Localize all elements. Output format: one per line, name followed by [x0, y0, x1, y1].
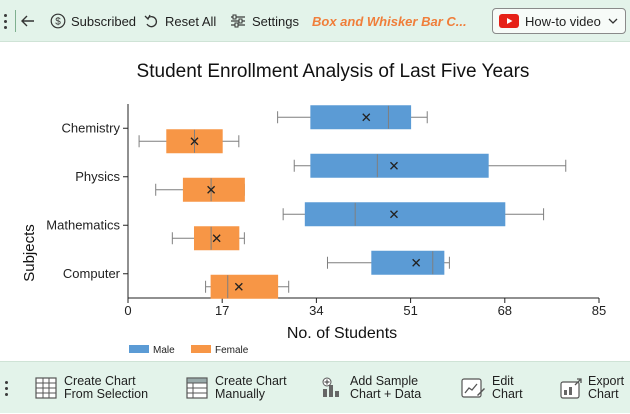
mean-marker [190, 137, 199, 146]
y-category-label: Chemistry [61, 120, 120, 135]
create-manually-line1: Create Chart [215, 374, 287, 388]
reset-all-button[interactable]: Reset All [143, 0, 216, 42]
top-toolbar: $ Subscribed Reset All Settings Box and … [0, 0, 630, 42]
create-selection-line1: Create Chart [64, 374, 136, 388]
settings-button[interactable]: Settings [229, 0, 299, 42]
bottom-grip-icon[interactable] [3, 362, 8, 414]
x-axis-title: No. of Students [287, 325, 397, 342]
x-tick-label: 17 [215, 303, 229, 318]
mean-marker [234, 282, 243, 291]
edit-line2: Chart [492, 387, 523, 401]
export-line2: Chart [588, 387, 619, 401]
x-tick-label: 34 [309, 303, 323, 318]
mean-marker [207, 185, 216, 194]
y-category-label: Mathematics [46, 217, 120, 232]
x-tick-label: 51 [403, 303, 417, 318]
box-male [304, 202, 506, 227]
back-arrow-icon [21, 15, 34, 27]
legend-label-female: Female [215, 345, 249, 356]
add-sample-chart-button[interactable]: Add Sample Chart + Data [320, 362, 421, 414]
legend-swatch-male [129, 345, 149, 353]
y-axis-title: Subjects [21, 224, 38, 282]
settings-label: Settings [252, 13, 299, 29]
chart-title: Student Enrollment Analysis of Last Five… [137, 61, 530, 82]
x-tick-label: 85 [592, 303, 606, 318]
mean-marker [362, 113, 371, 122]
create-selection-line2: From Selection [64, 387, 149, 401]
how-to-video-label: How-to video [525, 13, 601, 29]
subscribed-button[interactable]: $ Subscribed [50, 0, 136, 42]
chart-legend: Male Female [129, 345, 249, 356]
chevron-down-icon [608, 18, 618, 24]
table-grid-icon [35, 377, 57, 399]
sliders-icon [231, 14, 245, 28]
create-chart-from-selection-button[interactable]: Create Chart From Selection [34, 362, 148, 414]
x-tick-label: 0 [124, 303, 131, 318]
reset-all-label: Reset All [165, 13, 217, 29]
how-to-video-dropdown[interactable]: How-to video [492, 8, 626, 34]
mean-marker [390, 210, 398, 219]
box-whisker-chart: Student Enrollment Analysis of Last Five… [21, 61, 606, 356]
chart-type-title: Box and Whisker Bar C... [312, 0, 467, 42]
bottom-toolbar: Create Chart From Selection Create Chart… [0, 361, 630, 413]
undo-icon [144, 14, 157, 28]
box-female [182, 177, 245, 202]
chart-plus-icon [322, 377, 339, 397]
export-line1: Export [588, 374, 625, 388]
subscribed-label: Subscribed [71, 13, 137, 29]
edit-chart-icon [461, 378, 485, 398]
create-chart-manually-button[interactable]: Create Chart Manually [185, 362, 287, 414]
back-button[interactable] [20, 0, 36, 42]
y-category-label: Physics [75, 169, 120, 184]
plot-area: 0 17 34 51 68 85 Chemistry Physics Mathematics Co… [46, 104, 606, 318]
x-tick-label: 68 [498, 303, 512, 318]
table-list-icon [186, 377, 208, 399]
box-male [310, 105, 412, 130]
mean-marker [412, 258, 421, 267]
toolbar-grip-icon[interactable] [2, 0, 10, 42]
export-chart-icon [560, 378, 582, 399]
box-female [210, 274, 279, 299]
legend-label-male: Male [153, 345, 175, 356]
dollar-circle-icon: $ [50, 13, 66, 29]
box-male [371, 250, 445, 275]
box-male [310, 153, 489, 178]
youtube-icon [499, 14, 519, 28]
toolbar-divider [15, 10, 16, 32]
create-manually-line2: Manually [215, 387, 266, 401]
mean-marker [390, 161, 398, 170]
mean-marker [212, 234, 221, 243]
export-chart-button[interactable]: Export Chart [559, 362, 624, 414]
edit-chart-button[interactable]: Edit Chart [460, 362, 523, 414]
y-category-label: Computer [63, 266, 121, 281]
add-sample-line2: Chart + Data [350, 387, 422, 401]
add-sample-line1: Add Sample [350, 374, 419, 388]
svg-text:$: $ [55, 17, 61, 28]
chart-type-title-text: Box and Whisker Bar C... [312, 13, 467, 29]
legend-swatch-female [191, 345, 211, 353]
edit-line1: Edit [492, 374, 514, 388]
